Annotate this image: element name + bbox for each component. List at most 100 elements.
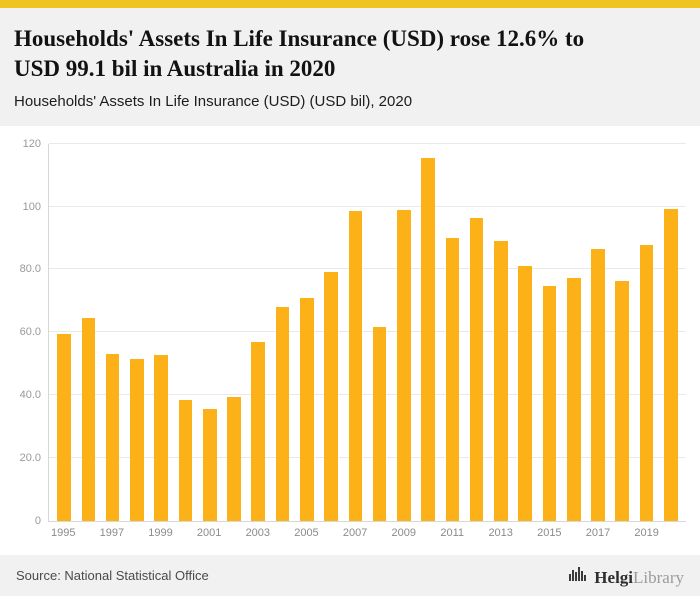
logo-text: HelgiLibrary (594, 569, 684, 586)
x-axis-tick-label (562, 527, 586, 539)
bar-slot (367, 144, 391, 521)
y-axis-tick-label: 0 (34, 514, 41, 527)
bar-slot (270, 144, 294, 521)
chart-title: Households' Assets In Life Insurance (US… (14, 26, 585, 81)
bar-slot (392, 144, 416, 521)
bar-slot (562, 144, 586, 521)
bar-slot (52, 144, 76, 521)
bar-2009[interactable] (397, 210, 411, 521)
bar-slot (222, 144, 246, 521)
bar-slot (634, 144, 658, 521)
bar-2011[interactable] (445, 238, 460, 521)
x-axis-tick-label (464, 527, 488, 539)
bar-slot (101, 144, 125, 521)
bar-2020[interactable] (663, 209, 678, 521)
bar-slot (440, 144, 464, 521)
bar-2006[interactable] (324, 271, 338, 521)
y-axis-tick-label: 100 (22, 200, 41, 213)
gridline (49, 142, 686, 144)
x-axis-tick-label: 2017 (585, 526, 611, 539)
x-axis-tick-label (124, 527, 148, 539)
x-axis-tick-label: 2009 (391, 526, 416, 539)
bar-slot (173, 144, 197, 521)
bar-2007[interactable] (348, 211, 363, 521)
bar-2013[interactable] (494, 241, 508, 521)
bar-slot (343, 144, 367, 521)
bar-1997[interactable] (105, 353, 120, 521)
bars-container (49, 144, 686, 521)
bar-2015[interactable] (542, 286, 557, 521)
bar-slot (246, 144, 270, 521)
chart-header: Households' Assets In Life Insurance (US… (0, 8, 700, 126)
bar-2010[interactable] (421, 157, 435, 521)
bar-2018[interactable] (615, 281, 630, 521)
x-axis-tick-label (367, 527, 391, 539)
y-axis-tick-label: 20.0 (19, 451, 41, 464)
gridline (49, 394, 686, 396)
logo-text-bold: Helgi (594, 567, 634, 587)
y-axis-tick-label: 120 (22, 137, 41, 150)
bar-1998[interactable] (130, 359, 144, 521)
x-axis-labels: 1995 1997 1999 2001 2003 2005 2007 2009 2011 2013… (48, 527, 686, 539)
bar-slot (319, 144, 343, 521)
x-axis-tick-label: 2007 (342, 526, 368, 539)
plot-area: 0 20.0 40.0 60.0 80.0 100 120 (20, 138, 686, 527)
bar-2008[interactable] (372, 326, 387, 521)
x-axis-tick-label (319, 527, 343, 539)
x-axis-tick-label: 2005 (294, 526, 319, 539)
x-axis-tick-label (610, 527, 634, 539)
bar-2017[interactable] (591, 249, 605, 521)
x-axis-tick-label (513, 527, 537, 539)
x-axis-tick-label: 1995 (51, 526, 76, 539)
bar-slot (586, 144, 610, 521)
bar-2005[interactable] (300, 298, 314, 521)
bar-2019[interactable] (639, 244, 654, 521)
source-text: Source: National Statistical Office (16, 568, 209, 583)
chart-footer: Source: National Statistical Office Helg… (0, 555, 700, 596)
bar-slot (416, 144, 440, 521)
bar-2003[interactable] (251, 341, 266, 521)
bar-2004[interactable] (275, 306, 290, 521)
x-axis-tick-label: 2019 (634, 526, 659, 539)
x-axis-tick-label (75, 527, 99, 539)
x-axis-tick-label: 2011 (440, 526, 465, 539)
gridline (49, 331, 686, 333)
bar-1995[interactable] (57, 333, 71, 521)
bar-slot (149, 144, 173, 521)
bar-1999[interactable] (154, 354, 168, 521)
x-axis-tick-label: 2001 (196, 526, 222, 539)
bar-1996[interactable] (81, 318, 96, 521)
gridline (49, 456, 686, 458)
bar-slot (295, 144, 319, 521)
bar-2012[interactable] (469, 217, 484, 521)
bar-slot (489, 144, 513, 521)
x-axis-tick-label: 1997 (99, 526, 125, 539)
logo-text-light: Library (633, 567, 684, 587)
x-axis-tick-label: 2003 (245, 526, 271, 539)
brand-accent-strip (0, 0, 700, 8)
bar-slot (513, 144, 537, 521)
bar-2014[interactable] (518, 266, 532, 521)
bar-2000[interactable] (178, 399, 193, 521)
x-axis-tick-label (416, 527, 440, 539)
bar-2002[interactable] (227, 397, 241, 521)
x-axis-tick-label (173, 527, 197, 539)
x-axis-tick-label (221, 527, 245, 539)
x-axis-tick-label: 1999 (148, 526, 173, 539)
chart-subtitle: Households' Assets In Life Insurance (US… (14, 92, 413, 110)
bar-2016[interactable] (566, 278, 581, 521)
helgi-logo: HelgiLibrary (569, 566, 684, 586)
gridline (49, 268, 686, 270)
y-axis-tick-label: 80.0 (19, 263, 41, 276)
x-axis-tick-label: 2013 (488, 526, 513, 539)
bar-slot (465, 144, 489, 521)
x-axis-tick-label: 2015 (537, 526, 562, 539)
bar-slot (659, 144, 683, 521)
gridline (49, 205, 686, 207)
bar-2001[interactable] (202, 409, 217, 521)
bar-slot (76, 144, 100, 521)
bar-slot (198, 144, 222, 521)
x-axis-tick-label (659, 527, 683, 539)
bar-slot (125, 144, 149, 521)
